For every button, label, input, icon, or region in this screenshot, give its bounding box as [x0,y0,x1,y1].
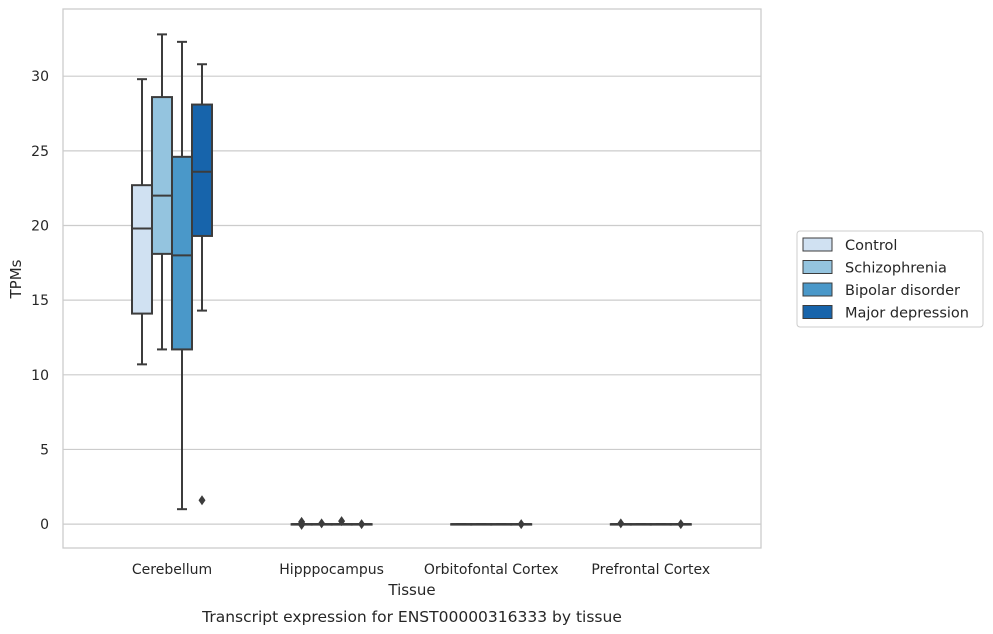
outlier-point [517,519,525,530]
box-bipolar-disorder [171,40,193,511]
box-body [131,184,153,315]
legend: Control Schizophrenia Bipolar disorder Majo… [796,230,984,328]
outlier-point [198,495,206,506]
legend-swatch [802,237,833,252]
y-tick-label: 20 [31,218,49,234]
x-axis-title: Tissue [387,581,435,599]
chart-caption: Transcript expression for ENST0000031633… [201,608,622,626]
box-layer [131,33,692,530]
box-body [191,103,213,237]
box-body [171,155,193,351]
box-bipolar-disorder [490,523,513,526]
outlier-point [677,519,685,530]
box-major-depression [350,519,373,530]
box-control [450,523,473,526]
legend-swatch [802,282,833,297]
y-tick-label: 0 [40,517,49,533]
y-tick-label: 5 [40,442,49,458]
plot-area [63,9,761,548]
outlier-point [338,516,346,527]
box-body [151,96,173,255]
legend-label: Control [845,238,897,254]
box-major-depression [669,519,692,530]
box-control [290,516,313,530]
box-major-depression [191,63,213,506]
legend-label: Major depression [845,306,969,322]
y-tick-label: 30 [31,69,49,85]
outlier-point [617,518,625,529]
x-tick-label: Hipppocampus [279,562,384,578]
box-schizophrenia [470,523,493,526]
outlier-point [298,519,306,530]
box-schizophrenia [151,33,173,351]
x-tick-label: Prefrontal Cortex [591,562,710,578]
x-tick-label: Cerebellum [132,562,212,578]
plot-frame [62,8,762,549]
legend-label: Bipolar disorder [845,283,960,299]
legend-swatch [802,305,833,319]
y-tick-label: 10 [31,368,49,384]
legend-label: Schizophrenia [845,261,947,277]
x-tick-label: Orbitofontal Cortex [424,562,559,578]
y-axis-title: TPMs [7,259,25,299]
box-bipolar-disorder [649,523,672,526]
x-tick-labels: Cerebellum Hipppocampus Orbitofontal Corte… [132,562,710,578]
outlier-point [318,518,326,529]
legend-swatch [802,260,833,274]
y-tick-labels: 0 5 10 15 20 25 30 [31,69,49,533]
outlier-point [358,519,366,530]
y-tick-label: 15 [31,293,49,309]
legend-frame [796,230,984,328]
box-schizophrenia [629,523,652,526]
y-tick-label: 25 [31,144,49,160]
box-major-depression [510,519,533,530]
